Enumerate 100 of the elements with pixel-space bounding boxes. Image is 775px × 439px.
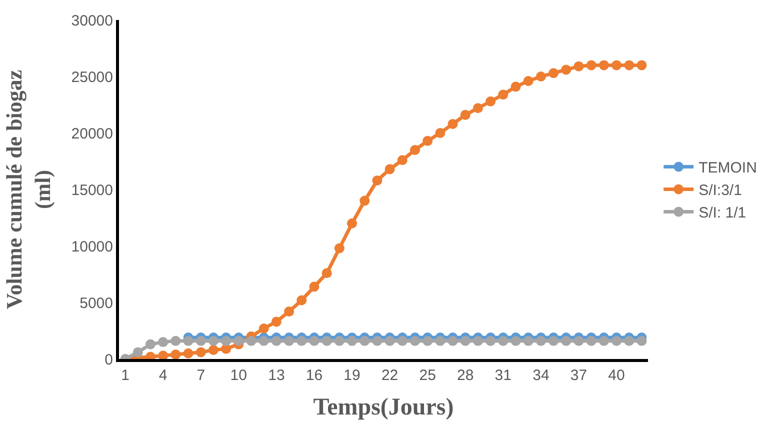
x-tick-label: 40 xyxy=(608,367,625,384)
point xyxy=(422,136,433,146)
point xyxy=(196,336,206,346)
point xyxy=(271,316,282,327)
point xyxy=(486,336,496,346)
point xyxy=(372,336,382,346)
point xyxy=(574,336,584,346)
point xyxy=(410,336,420,346)
point xyxy=(460,336,470,346)
point xyxy=(309,336,320,346)
point xyxy=(158,350,168,359)
x-tick-label: 13 xyxy=(268,367,285,384)
point xyxy=(170,336,181,346)
point xyxy=(196,347,206,358)
x-tick-label: 25 xyxy=(419,367,436,384)
point xyxy=(360,196,370,206)
point xyxy=(208,336,218,346)
point xyxy=(612,60,622,70)
x-axis-title: Temps(Jours) xyxy=(313,394,454,420)
point xyxy=(183,336,194,346)
point xyxy=(574,61,584,72)
x-tick-label: 4 xyxy=(158,367,168,384)
point xyxy=(510,82,521,92)
point xyxy=(234,336,244,346)
point xyxy=(258,323,269,334)
x-tick-label: 37 xyxy=(570,367,588,384)
point xyxy=(523,336,534,346)
x-tick-label: 7 xyxy=(196,367,206,384)
point xyxy=(510,336,521,346)
point xyxy=(410,144,420,155)
point xyxy=(598,336,609,346)
point xyxy=(636,336,647,346)
y-tick-label: 10000 xyxy=(71,238,113,256)
x-tick-label: 16 xyxy=(306,367,323,384)
point xyxy=(158,337,168,348)
point xyxy=(347,218,358,228)
x-tick-label: 31 xyxy=(494,367,512,384)
point xyxy=(322,336,332,346)
point xyxy=(448,118,458,129)
point xyxy=(636,60,647,70)
y-tick-label: 20000 xyxy=(71,125,113,142)
point xyxy=(221,336,232,346)
point xyxy=(536,336,546,346)
point xyxy=(334,243,344,254)
point xyxy=(284,336,294,346)
point xyxy=(258,336,269,346)
point xyxy=(208,344,218,355)
y-axis-title: Volume cumulé de biogaz (ml) xyxy=(1,70,56,310)
point xyxy=(612,336,622,346)
point xyxy=(296,295,307,306)
point xyxy=(334,336,344,346)
legend-label: S/I:3/1 xyxy=(698,182,742,200)
point xyxy=(498,90,508,100)
point xyxy=(598,60,609,70)
x-tick-label: 10 xyxy=(230,367,247,384)
point xyxy=(322,268,332,278)
y-tick-label: 0 xyxy=(104,351,113,368)
point xyxy=(271,336,282,346)
point xyxy=(472,336,483,346)
point xyxy=(448,336,458,346)
point xyxy=(132,347,143,358)
point xyxy=(624,60,634,70)
point xyxy=(170,349,181,359)
point xyxy=(422,336,433,346)
legend-label: TEMOIN xyxy=(698,160,757,177)
point xyxy=(309,282,320,292)
y-tick-label: 30000 xyxy=(71,12,113,30)
point xyxy=(548,336,559,346)
point xyxy=(536,72,546,82)
y-tick-label: 15000 xyxy=(71,182,113,199)
y-tick-label: 25000 xyxy=(71,68,113,86)
x-tick-label: 19 xyxy=(344,367,360,384)
y-tick-label: 5000 xyxy=(80,294,113,312)
point xyxy=(624,336,634,346)
x-tick-label: 28 xyxy=(457,367,474,384)
point xyxy=(435,128,446,138)
point xyxy=(347,336,358,346)
point xyxy=(523,76,534,86)
point xyxy=(561,64,572,75)
point xyxy=(586,336,596,346)
point xyxy=(435,336,446,346)
point xyxy=(586,60,596,70)
x-tick-label: 22 xyxy=(381,367,398,384)
point xyxy=(384,336,395,346)
point xyxy=(384,164,395,174)
point xyxy=(246,336,256,346)
point xyxy=(561,336,572,346)
point xyxy=(397,155,408,166)
legend-label: S/I: 1/1 xyxy=(698,204,746,222)
x-tick-label: 34 xyxy=(532,367,550,384)
point xyxy=(498,336,508,346)
point xyxy=(372,175,382,186)
point xyxy=(548,68,559,78)
point xyxy=(397,336,408,346)
x-tick-label: 1 xyxy=(121,367,130,384)
point xyxy=(472,103,483,114)
point xyxy=(296,336,307,346)
point xyxy=(183,348,194,358)
point xyxy=(460,110,470,120)
point xyxy=(145,339,156,350)
